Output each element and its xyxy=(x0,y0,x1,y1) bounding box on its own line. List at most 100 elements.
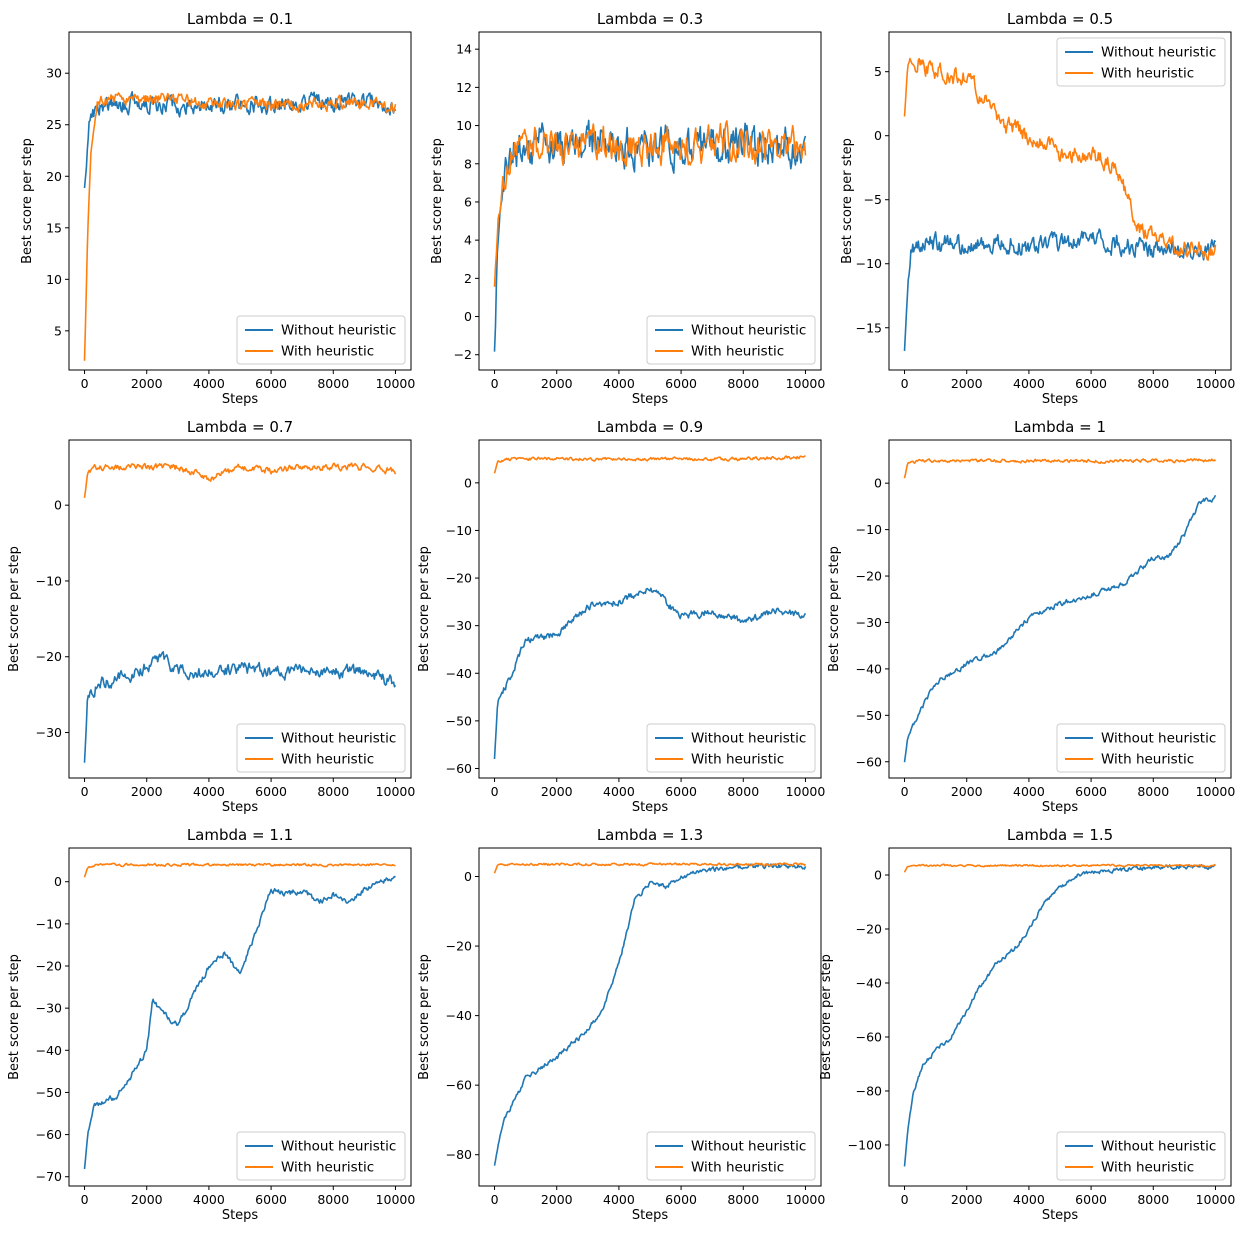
series-line-without-heuristic xyxy=(903,494,1217,763)
y-tick-label: 0 xyxy=(874,867,882,882)
legend-label: Without heuristic xyxy=(1101,731,1216,747)
x-tick-label: 2000 xyxy=(131,784,163,799)
x-tick-label: 6000 xyxy=(1075,1192,1107,1207)
y-tick-label: 4 xyxy=(464,233,472,248)
series-line-with-heuristic xyxy=(83,462,397,498)
legend-box xyxy=(236,1131,406,1181)
subplot-6: 0 2000 4000 6000 8000 10000 −60 −50 −40 −30 −20 −10… xyxy=(827,418,1235,815)
x-tick-label: 6000 xyxy=(255,784,287,799)
y-tick-label: 8 xyxy=(464,156,472,171)
y-tick-label: −10 xyxy=(856,522,882,537)
axes-frame xyxy=(478,439,822,779)
legend: Without heuristic With heuristic xyxy=(646,723,816,773)
y-tick-label: −30 xyxy=(446,618,472,633)
x-axis-label: Steps xyxy=(632,800,669,815)
axes-frame xyxy=(68,439,412,779)
x-tick-label: 8000 xyxy=(317,376,349,391)
x-tick-label: 0 xyxy=(901,784,909,799)
y-axis-label: Best score per step xyxy=(417,546,432,672)
axes-frame xyxy=(68,847,412,1187)
legend-label: Without heuristic xyxy=(281,323,396,339)
legend-label: Without heuristic xyxy=(691,323,806,339)
subplot-title: Lambda = 0.5 xyxy=(1007,10,1113,28)
subplot-2: 0 2000 4000 6000 8000 10000 −2 0 2 4 6 8 10 12 14 Lambd… xyxy=(430,10,825,407)
y-tick-label: 0 xyxy=(54,498,62,513)
y-axis-label: Best score per step xyxy=(430,138,445,264)
subplot-title: Lambda = 0.1 xyxy=(187,10,293,28)
y-tick-label: −60 xyxy=(36,1127,62,1142)
x-tick-label: 8000 xyxy=(1137,1192,1169,1207)
y-tick-label: −50 xyxy=(856,708,882,723)
subplot-9: 0 2000 4000 6000 8000 10000 −100 −80 −60 −40 −20 0 L… xyxy=(819,826,1235,1223)
subplot-1: 0 2000 4000 6000 8000 10000 5 10 15 20 25 30 Lambda … xyxy=(20,10,415,407)
legend: Without heuristic With heuristic xyxy=(646,315,816,365)
legend-label: Without heuristic xyxy=(1101,1139,1216,1155)
y-axis-label: Best score per step xyxy=(20,138,35,264)
x-tick-label: 2000 xyxy=(541,784,573,799)
legend: Without heuristic With heuristic xyxy=(236,723,406,773)
axes-frame xyxy=(888,439,1232,779)
subplot-title: Lambda = 0.3 xyxy=(597,10,703,28)
series-line-with-heuristic xyxy=(903,57,1217,261)
x-tick-label: 6000 xyxy=(665,784,697,799)
legend-box xyxy=(1056,1131,1226,1181)
x-tick-label: 6000 xyxy=(1075,376,1107,391)
x-tick-label: 0 xyxy=(901,376,909,391)
x-tick-label: 4000 xyxy=(193,1192,225,1207)
x-tick-label: 0 xyxy=(81,784,89,799)
x-tick-label: 8000 xyxy=(317,1192,349,1207)
legend-box xyxy=(236,315,406,365)
series-line-with-heuristic xyxy=(493,455,806,474)
legend-box xyxy=(646,723,816,773)
y-tick-label: −80 xyxy=(856,1083,882,1098)
x-tick-label: 10000 xyxy=(1196,1192,1236,1207)
x-tick-label: 4000 xyxy=(193,376,225,391)
x-tick-label: 0 xyxy=(901,1192,909,1207)
x-tick-label: 8000 xyxy=(727,376,759,391)
x-tick-label: 10000 xyxy=(1196,376,1236,391)
y-tick-label: 15 xyxy=(46,220,62,235)
x-tick-label: 4000 xyxy=(603,376,635,391)
x-tick-label: 6000 xyxy=(665,1192,697,1207)
series-line-with-heuristic xyxy=(83,862,396,878)
y-tick-label: 0 xyxy=(874,476,882,491)
x-tick-label: 0 xyxy=(81,376,89,391)
series-line-with-heuristic xyxy=(83,92,397,361)
legend-box xyxy=(236,723,406,773)
x-axis-label: Steps xyxy=(1042,1208,1079,1223)
y-tick-label: 5 xyxy=(874,64,882,79)
y-tick-label: 0 xyxy=(54,874,62,889)
y-tick-label: 14 xyxy=(456,42,472,57)
legend-label: With heuristic xyxy=(1101,1160,1194,1176)
y-tick-label: −20 xyxy=(36,649,62,664)
legend-label: With heuristic xyxy=(281,344,374,360)
x-tick-label: 2000 xyxy=(951,784,983,799)
legend-label: With heuristic xyxy=(281,1160,374,1176)
y-tick-label: −20 xyxy=(856,921,882,936)
y-tick-label: −40 xyxy=(36,1043,62,1058)
subplot-3: 0 2000 4000 6000 8000 10000 −15 −10 −5 0 5 Lambda =… xyxy=(840,10,1235,407)
x-tick-label: 2000 xyxy=(131,1192,163,1207)
y-tick-label: −40 xyxy=(446,1008,472,1023)
x-tick-label: 10000 xyxy=(376,1192,416,1207)
legend: Without heuristic With heuristic xyxy=(646,1131,816,1181)
y-tick-label: −50 xyxy=(446,713,472,728)
legend-box xyxy=(1056,723,1226,773)
y-tick-label: −10 xyxy=(36,573,62,588)
x-axis-label: Steps xyxy=(1042,800,1079,815)
subplot-title: Lambda = 1.1 xyxy=(187,826,293,844)
x-tick-label: 8000 xyxy=(1137,784,1169,799)
x-axis-label: Steps xyxy=(222,1208,259,1223)
legend: Without heuristic With heuristic xyxy=(236,315,406,365)
x-tick-label: 10000 xyxy=(1196,784,1236,799)
y-tick-label: −2 xyxy=(454,347,472,362)
x-tick-label: 10000 xyxy=(786,784,826,799)
y-tick-label: −60 xyxy=(446,761,472,776)
series-line-without-heuristic xyxy=(493,862,807,1166)
y-tick-label: −40 xyxy=(856,661,882,676)
y-tick-label: 30 xyxy=(46,66,62,81)
y-tick-label: 0 xyxy=(464,475,472,490)
x-tick-label: 4000 xyxy=(1013,1192,1045,1207)
y-tick-label: −5 xyxy=(864,192,882,207)
y-axis-label: Best score per step xyxy=(840,138,855,264)
